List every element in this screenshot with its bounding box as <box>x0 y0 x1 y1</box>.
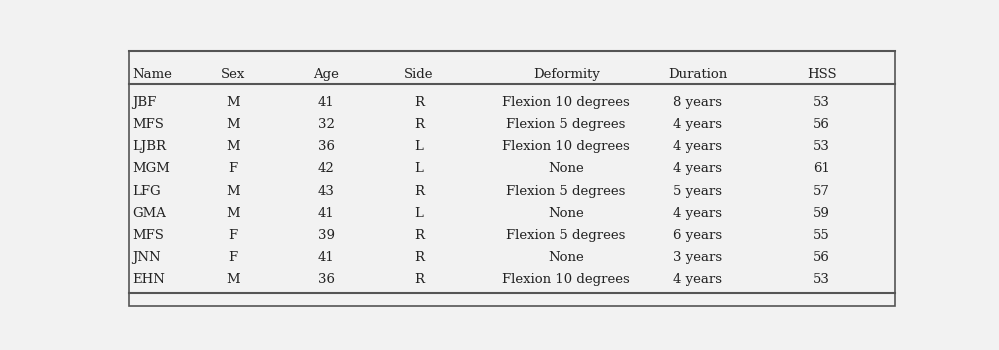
Text: R: R <box>414 118 425 131</box>
Text: 41: 41 <box>318 251 335 264</box>
Text: 3 years: 3 years <box>673 251 722 264</box>
Text: M: M <box>227 140 240 153</box>
Text: L: L <box>415 162 424 175</box>
Text: Flexion 5 degrees: Flexion 5 degrees <box>506 229 625 242</box>
Text: None: None <box>548 206 584 220</box>
Text: Flexion 10 degrees: Flexion 10 degrees <box>502 96 630 109</box>
Text: M: M <box>227 118 240 131</box>
Text: M: M <box>227 273 240 286</box>
Text: F: F <box>229 251 238 264</box>
Text: 4 years: 4 years <box>673 206 722 220</box>
Text: 41: 41 <box>318 96 335 109</box>
Text: 55: 55 <box>813 229 830 242</box>
Text: M: M <box>227 184 240 197</box>
Text: None: None <box>548 251 584 264</box>
Text: 8 years: 8 years <box>673 96 722 109</box>
Text: EHN: EHN <box>133 273 166 286</box>
Text: 57: 57 <box>813 184 830 197</box>
Text: HSS: HSS <box>807 68 836 81</box>
Text: Sex: Sex <box>221 68 246 81</box>
Text: 42: 42 <box>318 162 335 175</box>
Text: 4 years: 4 years <box>673 118 722 131</box>
Text: L: L <box>415 140 424 153</box>
Text: 5 years: 5 years <box>673 184 722 197</box>
Text: M: M <box>227 96 240 109</box>
Text: M: M <box>227 206 240 220</box>
Text: Flexion 5 degrees: Flexion 5 degrees <box>506 184 625 197</box>
Text: LJBR: LJBR <box>133 140 167 153</box>
Text: 4 years: 4 years <box>673 273 722 286</box>
Text: 4 years: 4 years <box>673 162 722 175</box>
Text: Flexion 10 degrees: Flexion 10 degrees <box>502 273 630 286</box>
Text: 59: 59 <box>813 206 830 220</box>
Text: 53: 53 <box>813 140 830 153</box>
Text: 53: 53 <box>813 273 830 286</box>
Text: R: R <box>414 251 425 264</box>
Text: Name: Name <box>133 68 173 81</box>
Text: None: None <box>548 162 584 175</box>
Text: F: F <box>229 162 238 175</box>
Text: 36: 36 <box>318 140 335 153</box>
Text: R: R <box>414 273 425 286</box>
Text: MFS: MFS <box>133 118 165 131</box>
Text: L: L <box>415 206 424 220</box>
Text: 41: 41 <box>318 206 335 220</box>
Text: MFS: MFS <box>133 229 165 242</box>
Text: 32: 32 <box>318 118 335 131</box>
Text: 39: 39 <box>318 229 335 242</box>
Text: 4 years: 4 years <box>673 140 722 153</box>
Text: GMA: GMA <box>133 206 167 220</box>
Text: R: R <box>414 229 425 242</box>
Text: JBF: JBF <box>133 96 157 109</box>
Text: R: R <box>414 184 425 197</box>
Text: Deformity: Deformity <box>532 68 599 81</box>
Text: Duration: Duration <box>668 68 727 81</box>
Text: Side: Side <box>405 68 434 81</box>
Text: LFG: LFG <box>133 184 161 197</box>
Text: 56: 56 <box>813 251 830 264</box>
Text: 61: 61 <box>813 162 830 175</box>
Text: 6 years: 6 years <box>673 229 722 242</box>
Text: Flexion 10 degrees: Flexion 10 degrees <box>502 140 630 153</box>
Text: Age: Age <box>314 68 339 81</box>
Text: JNN: JNN <box>133 251 161 264</box>
Text: 53: 53 <box>813 96 830 109</box>
Text: 43: 43 <box>318 184 335 197</box>
Text: 36: 36 <box>318 273 335 286</box>
Text: MGM: MGM <box>133 162 171 175</box>
Text: F: F <box>229 229 238 242</box>
Text: Flexion 5 degrees: Flexion 5 degrees <box>506 118 625 131</box>
Text: R: R <box>414 96 425 109</box>
Text: 56: 56 <box>813 118 830 131</box>
